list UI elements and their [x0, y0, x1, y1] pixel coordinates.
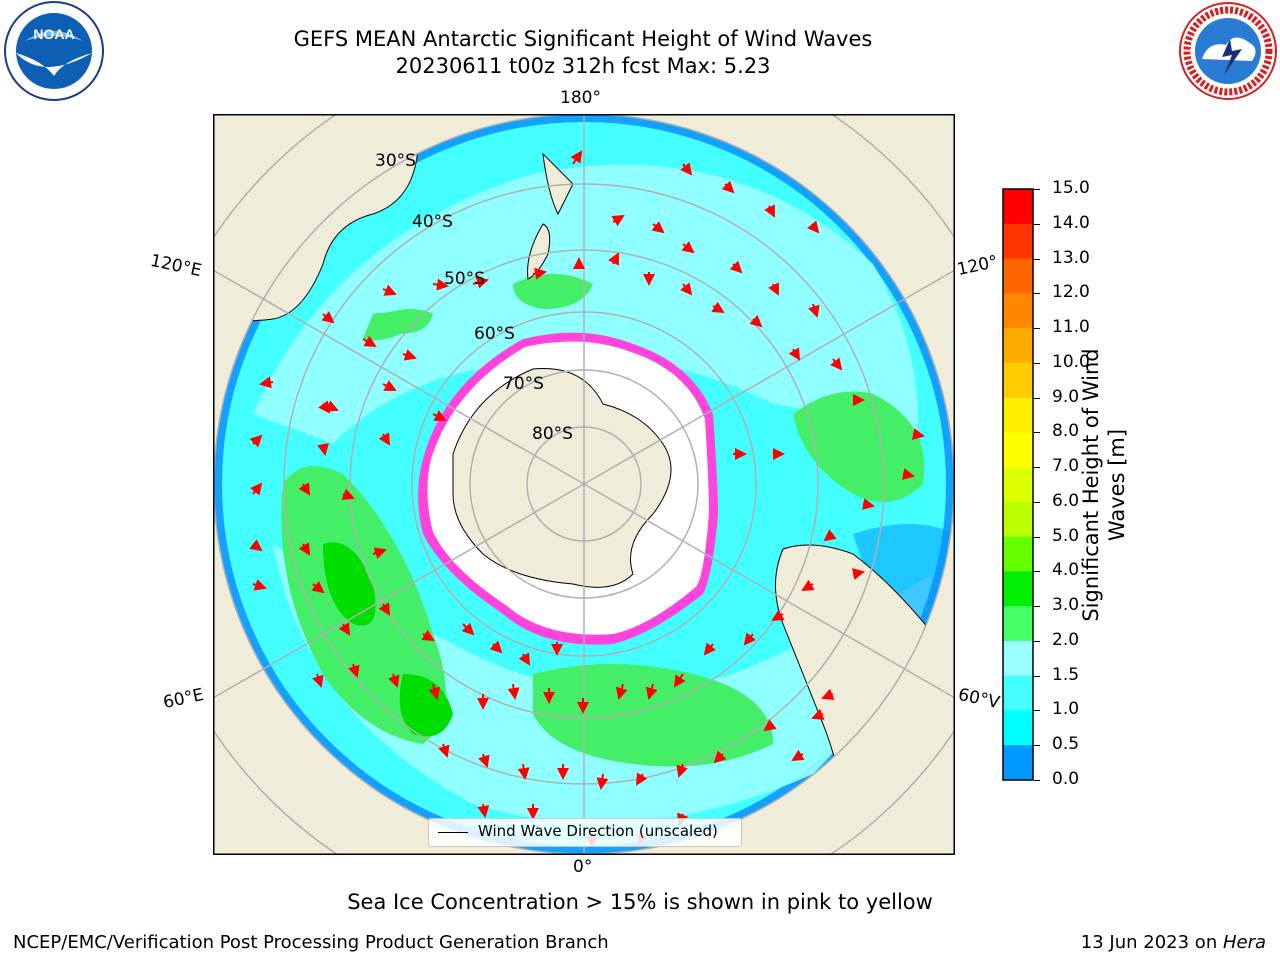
colorbar-tick-label: 14.0	[1052, 212, 1090, 233]
colorbar-cell	[1003, 293, 1033, 329]
colorbar-tick-label: 1.0	[1052, 699, 1080, 720]
colorbar-tick-mark	[1034, 362, 1040, 364]
colorbar-tick-label: 1.5	[1052, 664, 1080, 685]
colorbar-tick-mark	[1034, 745, 1040, 747]
polar-map	[213, 114, 955, 855]
colorbar-tick-mark	[1034, 780, 1040, 781]
lat-label-60s: 60°S	[474, 324, 515, 344]
lon-label-60w: 60°V	[956, 684, 1002, 714]
colorbar-cell	[1003, 571, 1033, 607]
lon-label-120w: 120°	[955, 251, 1000, 281]
colorbar-tick-mark	[1034, 501, 1040, 503]
colorbar-cell	[1003, 710, 1033, 746]
colorbar	[1002, 188, 1034, 781]
footer-date-text: 13 Jun 2023 on	[1080, 932, 1223, 953]
colorbar-tick-mark	[1034, 571, 1040, 573]
footer-date: 13 Jun 2023 on Hera	[1081, 932, 1266, 953]
lat-label-80s: 80°S	[532, 424, 573, 444]
lon-label-180: 180°	[560, 88, 601, 108]
map-legend: Wind Wave Direction (unscaled)	[428, 818, 742, 847]
colorbar-cell	[1003, 362, 1033, 399]
colorbar-cell	[1003, 606, 1033, 642]
colorbar-tick-label: 8.0	[1052, 421, 1080, 442]
colorbar-cell	[1003, 223, 1033, 260]
colorbar-tick-label: 15.0	[1052, 178, 1090, 198]
colorbar-cell	[1003, 536, 1033, 572]
colorbar-title-line1: Significant Height of Wind	[1079, 348, 1103, 622]
colorbar-tick-label: 2.0	[1052, 629, 1080, 650]
colorbar-cell	[1003, 397, 1033, 433]
lat-label-40s: 40°S	[412, 212, 453, 232]
sea-ice-note: Sea Ice Concentration > 15% is shown in …	[347, 890, 933, 914]
colorbar-tick-mark	[1034, 397, 1040, 399]
colorbar-title-line2: Waves [m]	[1105, 428, 1129, 542]
colorbar-cell	[1003, 675, 1033, 711]
lon-label-0: 0°	[573, 857, 593, 877]
colorbar-cell	[1003, 328, 1033, 364]
colorbar-tick-mark	[1034, 258, 1040, 260]
footer-host: Hera	[1222, 932, 1266, 953]
wave-field-high-south	[533, 664, 773, 767]
colorbar-tick-label: 0.0	[1052, 769, 1080, 789]
colorbar-cell	[1003, 432, 1033, 468]
noaa-logo-text: NOAA	[33, 26, 74, 42]
colorbar-cell	[1003, 501, 1033, 538]
footer-credit: NCEP/EMC/Verification Post Processing Pr…	[13, 932, 609, 953]
colorbar-tick-mark	[1034, 223, 1040, 225]
colorbar-tick-mark	[1034, 293, 1040, 295]
colorbar-cell	[1003, 745, 1033, 781]
lon-label-120e: 120°E	[148, 250, 204, 282]
legend-line-icon	[438, 832, 468, 833]
lat-label-30s: 30°S	[375, 151, 416, 171]
chart-subtitle: 20230611 t00z 312h fcst Max: 5.23	[395, 54, 771, 78]
colorbar-tick-label: 7.0	[1052, 456, 1080, 477]
colorbar-tick-mark	[1034, 536, 1040, 538]
colorbar-tick-mark	[1034, 328, 1040, 330]
colorbar-cell	[1003, 258, 1033, 294]
colorbar-tick-label: 9.0	[1052, 386, 1080, 407]
colorbar-cell	[1003, 189, 1033, 225]
colorbar-title: Significant Height of Wind Waves [m]	[1078, 325, 1130, 645]
colorbar-tick-mark	[1034, 606, 1040, 608]
lat-label-50s: 50°S	[444, 269, 485, 289]
lat-label-70s: 70°S	[503, 374, 544, 394]
wind-wave-arrows	[249, 150, 925, 848]
wave-field-light	[253, 164, 918, 474]
colorbar-cell	[1003, 467, 1033, 503]
colorbar-tick-mark	[1034, 640, 1040, 642]
nws-logo	[1179, 2, 1277, 100]
colorbar-tick-mark	[1034, 432, 1040, 434]
colorbar-tick-mark	[1034, 675, 1040, 677]
colorbar-tick-label: 5.0	[1052, 525, 1080, 546]
chart-title: GEFS MEAN Antarctic Significant Height o…	[293, 27, 873, 51]
colorbar-tick-label: 12.0	[1052, 282, 1090, 303]
colorbar-tick-mark	[1034, 189, 1040, 190]
land-new-zealand	[542, 152, 574, 216]
colorbar-tick-label: 4.0	[1052, 560, 1080, 581]
colorbar-tick-label: 10.0	[1052, 351, 1090, 372]
colorbar-cell	[1003, 640, 1033, 677]
colorbar-tick-label: 0.5	[1052, 734, 1080, 755]
lon-label-60e: 60°E	[161, 684, 206, 714]
colorbar-tick-label: 3.0	[1052, 595, 1080, 616]
legend-label: Wind Wave Direction (unscaled)	[478, 822, 718, 840]
colorbar-tick-label: 13.0	[1052, 247, 1090, 268]
land-antarctica	[452, 367, 672, 588]
noaa-logo: NOAA	[4, 1, 104, 101]
colorbar-tick-label: 6.0	[1052, 490, 1080, 511]
colorbar-tick-mark	[1034, 467, 1040, 469]
colorbar-tick-mark	[1034, 710, 1040, 712]
colorbar-tick-label: 11.0	[1052, 317, 1090, 338]
